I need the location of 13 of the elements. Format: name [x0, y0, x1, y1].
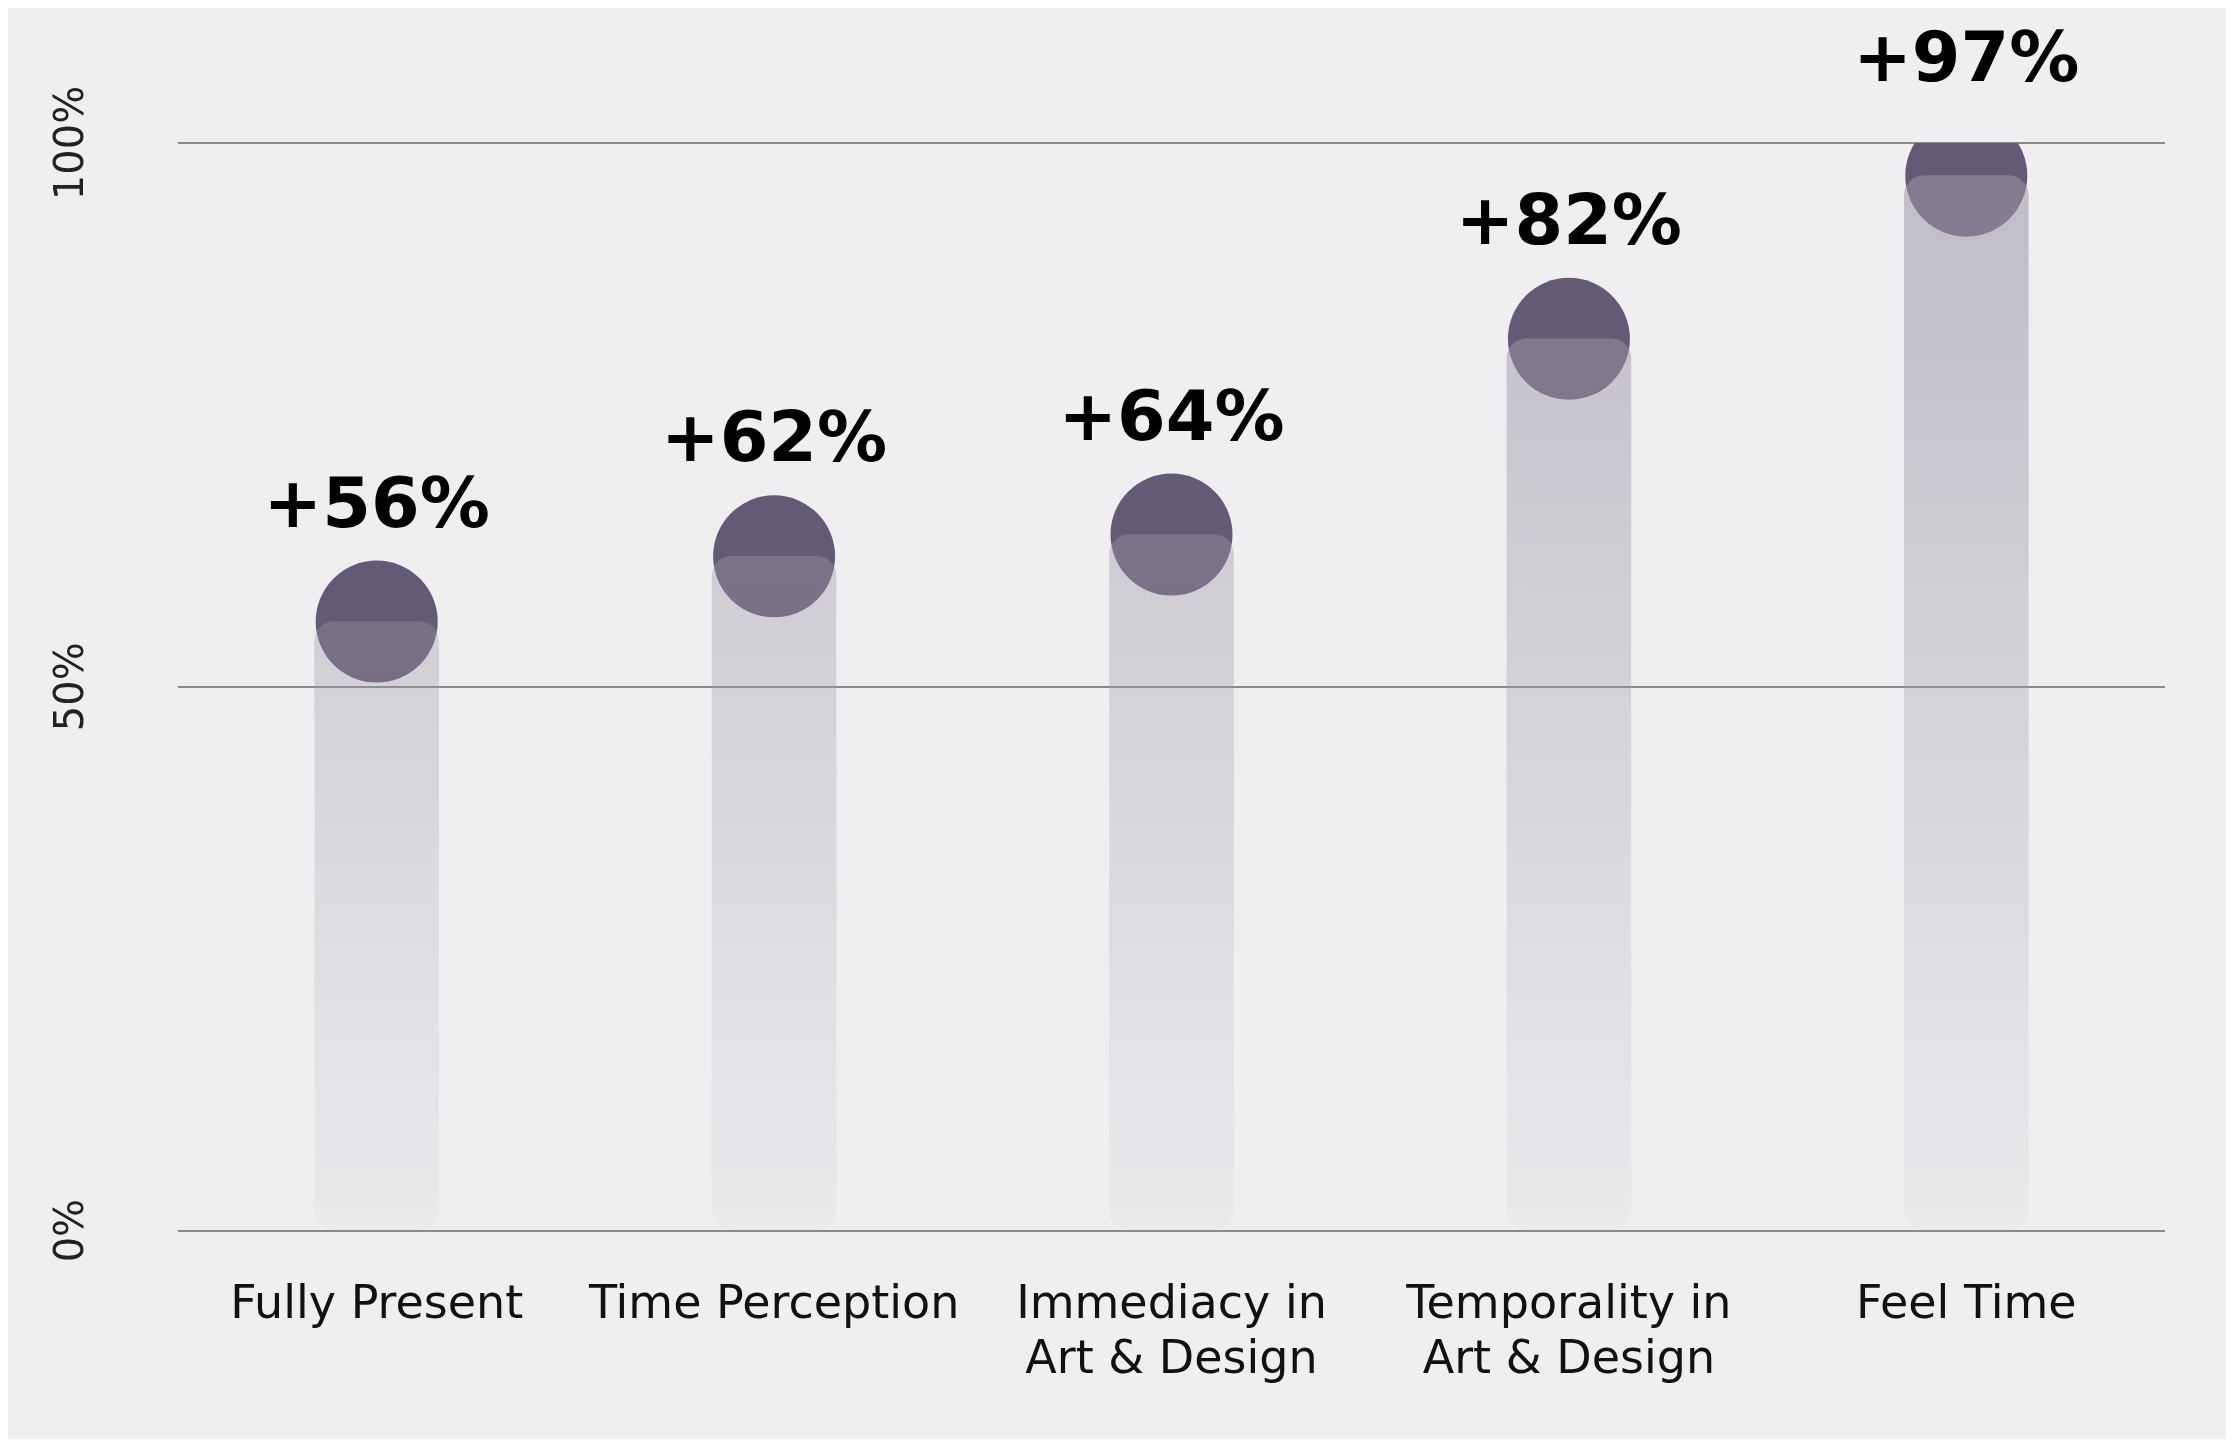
x-tick-label: Immediacy in Art & Design	[1016, 1275, 1327, 1385]
data-label: +97%	[1853, 15, 2080, 98]
x-tick-label: Fully Present	[230, 1275, 524, 1330]
y-tick-label: 0%	[46, 1198, 93, 1263]
y-tick-label: 50%	[46, 642, 93, 732]
data-label: +56%	[263, 461, 490, 544]
y-tick-label: 100%	[46, 85, 93, 201]
x-tick-label: Temporality in Art & Design	[1405, 1275, 1732, 1385]
data-label: +64%	[1058, 374, 1285, 457]
data-label: +82%	[1455, 178, 1682, 261]
x-tick-label: Time Perception	[587, 1275, 960, 1330]
data-label: +62%	[661, 396, 888, 479]
x-tick-label: Feel Time	[1856, 1275, 2077, 1330]
